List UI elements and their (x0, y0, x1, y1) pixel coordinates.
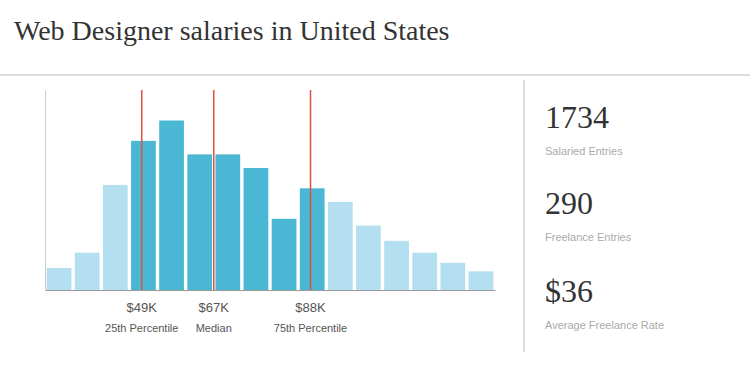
bar (47, 268, 72, 290)
stat-label: Salaried Entries (545, 145, 623, 157)
bar (300, 188, 325, 290)
percentile-value: $67K (199, 300, 230, 315)
divider (523, 80, 525, 352)
stats-panel: 1734 Salaried Entries 290 Freelance Entries… (545, 99, 664, 331)
x-axis (46, 290, 496, 292)
stat-value: 290 (545, 185, 593, 221)
x-axis-line (46, 290, 496, 291)
percentile-label: 25th Percentile (105, 322, 178, 334)
plot-area (47, 90, 494, 290)
chart: Web Designer salaries in United States $4… (0, 0, 750, 372)
percentile-line (141, 90, 143, 290)
percentile-line (213, 90, 215, 290)
bar (384, 241, 409, 290)
bar (187, 154, 212, 290)
percentile-label: 75th Percentile (274, 322, 347, 334)
stat-label: Average Freelance Rate (545, 319, 664, 331)
bar (215, 154, 240, 290)
stat-label: Freelance Entries (545, 231, 632, 243)
divider (0, 74, 750, 76)
percentile-label: Median (196, 322, 232, 334)
percentile-value: $49K (127, 300, 158, 315)
percentile-labels: $49K 25th Percentile $67K Median $88K 75th Pe… (105, 300, 347, 334)
title: Web Designer salaries in United States (14, 15, 450, 46)
y-axis (45, 91, 46, 291)
bar (103, 185, 128, 290)
bar (356, 226, 381, 290)
bar (440, 263, 465, 290)
bar (328, 202, 353, 290)
bar (131, 141, 156, 290)
stat-value: 1734 (545, 99, 609, 135)
bar (412, 253, 437, 290)
bar (159, 121, 184, 290)
percentile-line (310, 90, 312, 290)
stat-value: $36 (545, 273, 593, 309)
bar (469, 271, 494, 290)
bar (272, 219, 297, 290)
bar (244, 168, 269, 290)
y-axis-line (45, 91, 46, 291)
percentile-value: $88K (295, 300, 326, 315)
bar (75, 253, 100, 290)
